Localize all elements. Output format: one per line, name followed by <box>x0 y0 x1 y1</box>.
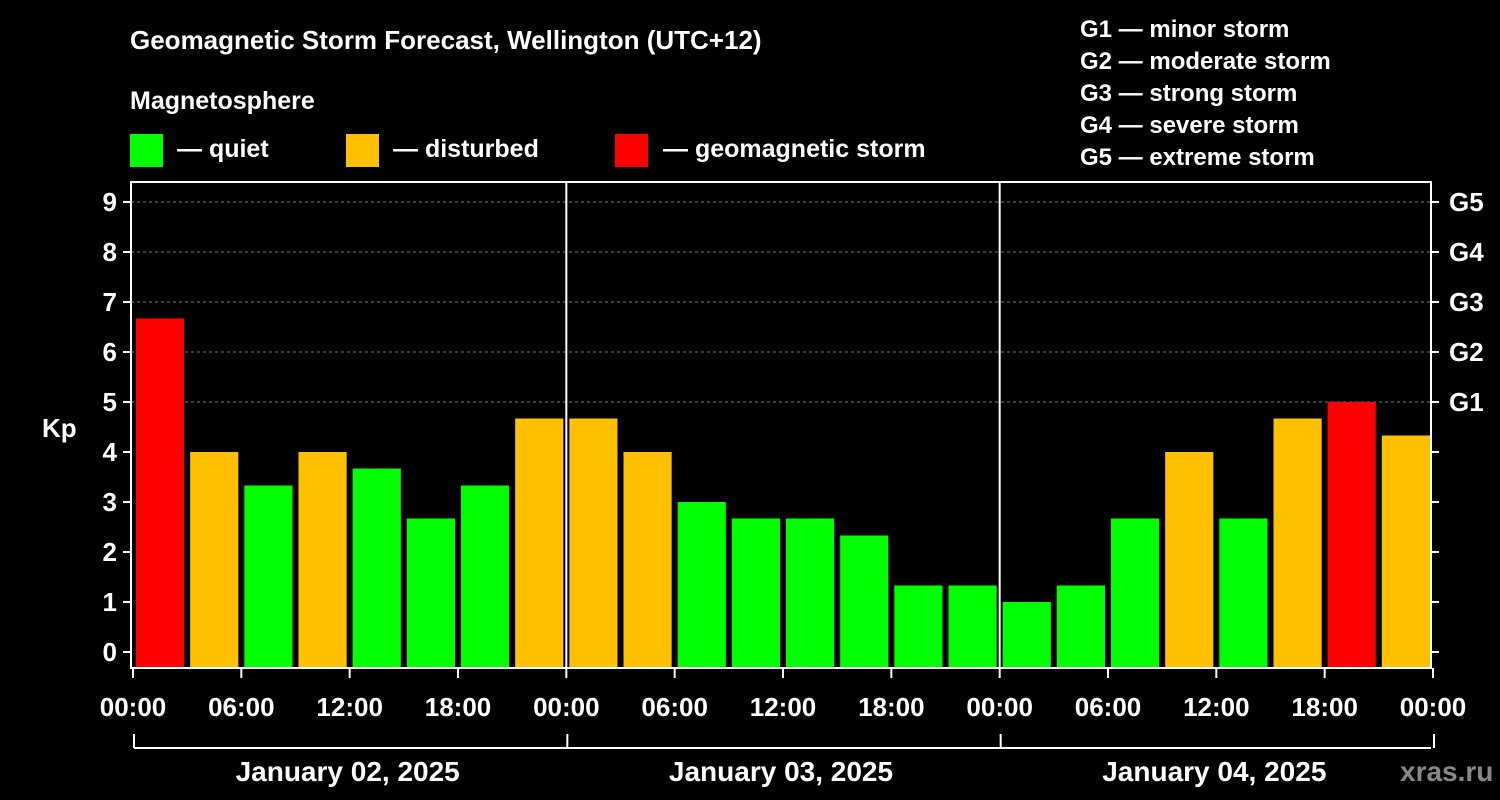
kp-bar <box>948 585 997 668</box>
kp-bar <box>352 468 401 668</box>
day-label: January 04, 2025 <box>1102 756 1326 787</box>
scale-legend-g1: G1 — minor storm <box>1080 16 1289 43</box>
kp-bar <box>1273 418 1322 668</box>
chart-title: Geomagnetic Storm Forecast, Wellington (… <box>130 25 762 55</box>
x-tick-label: 06:00 <box>208 692 275 722</box>
gridlines <box>131 201 1431 403</box>
y-tick-label: 8 <box>103 237 117 267</box>
kp-bar <box>786 518 835 668</box>
x-axis-ticks: 00:00 06:00 12:00 18:00 00:00 06:00 12:00 18:00… <box>100 668 1467 722</box>
kp-bar <box>1002 602 1051 668</box>
y-tick-label: 4 <box>103 437 118 467</box>
kp-bar <box>677 502 726 668</box>
kp-bar <box>1111 518 1160 668</box>
y-tick-label: 5 <box>103 387 117 417</box>
kp-bar <box>461 485 510 668</box>
g-tick-label: G4 <box>1449 237 1484 267</box>
day-label: January 03, 2025 <box>669 756 893 787</box>
y-tick-label: 6 <box>103 337 117 367</box>
kp-bar <box>1219 518 1268 668</box>
y-tick-label: 3 <box>103 487 117 517</box>
x-tick-label: 06:00 <box>1075 692 1142 722</box>
kp-bar <box>1165 452 1214 668</box>
kp-bar <box>840 535 889 668</box>
g-tick-label: G5 <box>1449 187 1484 217</box>
legend-label-quiet: — quiet <box>177 135 269 163</box>
x-tick-label: 12:00 <box>316 692 383 722</box>
x-tick-label: 12:00 <box>750 692 817 722</box>
kp-bar <box>1056 585 1105 668</box>
x-tick-label: 18:00 <box>858 692 925 722</box>
y-tick-label: 0 <box>103 637 117 667</box>
y-axis-label: Kp <box>42 413 77 443</box>
x-tick-label: 00:00 <box>100 692 167 722</box>
y-axis-ticks: 0 1 2 3 4 5 6 7 8 9 <box>103 187 131 667</box>
kp-bar <box>894 585 943 668</box>
kp-bar <box>515 418 564 668</box>
plot-border <box>130 181 1432 669</box>
legend-swatch-storm <box>615 134 648 167</box>
y-tick-label: 9 <box>103 187 117 217</box>
scale-legend-g3: G3 — strong storm <box>1080 80 1297 107</box>
plot-frame <box>130 181 1432 669</box>
legend-label-disturbed: — disturbed <box>393 135 539 163</box>
bars <box>136 318 1430 668</box>
legend-swatch-quiet <box>130 134 163 167</box>
scale-legend-g4: G4 — severe storm <box>1080 112 1299 139</box>
scale-legend-g5: G5 — extreme storm <box>1080 144 1315 171</box>
kp-bar <box>1381 435 1430 668</box>
x-tick-label: 06:00 <box>641 692 708 722</box>
x-tick-label: 00:00 <box>1400 692 1467 722</box>
legend-swatch-disturbed <box>346 134 379 167</box>
kp-bar <box>244 485 293 668</box>
kp-bar <box>190 452 239 668</box>
y-tick-label: 1 <box>103 587 117 617</box>
g-axis-ticks: G1 G2 G3 G4 G5 <box>1431 187 1484 653</box>
y-tick-label: 7 <box>103 287 117 317</box>
x-tick-label: 18:00 <box>1291 692 1358 722</box>
x-tick-label: 00:00 <box>966 692 1033 722</box>
kp-bar <box>136 318 185 668</box>
g-tick-label: G1 <box>1449 387 1484 417</box>
x-tick-label: 18:00 <box>425 692 492 722</box>
kp-bar <box>569 418 618 668</box>
legend-label-storm: — geomagnetic storm <box>663 135 926 163</box>
day-labels: January 02, 2025 January 03, 2025 January … <box>133 734 1435 787</box>
kp-bar <box>623 452 672 668</box>
g-tick-label: G3 <box>1449 287 1484 317</box>
day-label: January 02, 2025 <box>236 756 460 787</box>
kp-bar <box>298 452 347 668</box>
legend-title: Magnetosphere <box>130 87 315 115</box>
g-tick-label: G2 <box>1449 337 1484 367</box>
kp-bar <box>406 518 455 668</box>
y-tick-label: 2 <box>103 537 117 567</box>
watermark: xras.ru <box>1400 756 1493 787</box>
kp-bar <box>731 518 780 668</box>
x-tick-label: 00:00 <box>533 692 600 722</box>
scale-legend-g2: G2 — moderate storm <box>1080 48 1331 75</box>
x-tick-label: 12:00 <box>1183 692 1250 722</box>
kp-bar <box>1327 402 1376 668</box>
